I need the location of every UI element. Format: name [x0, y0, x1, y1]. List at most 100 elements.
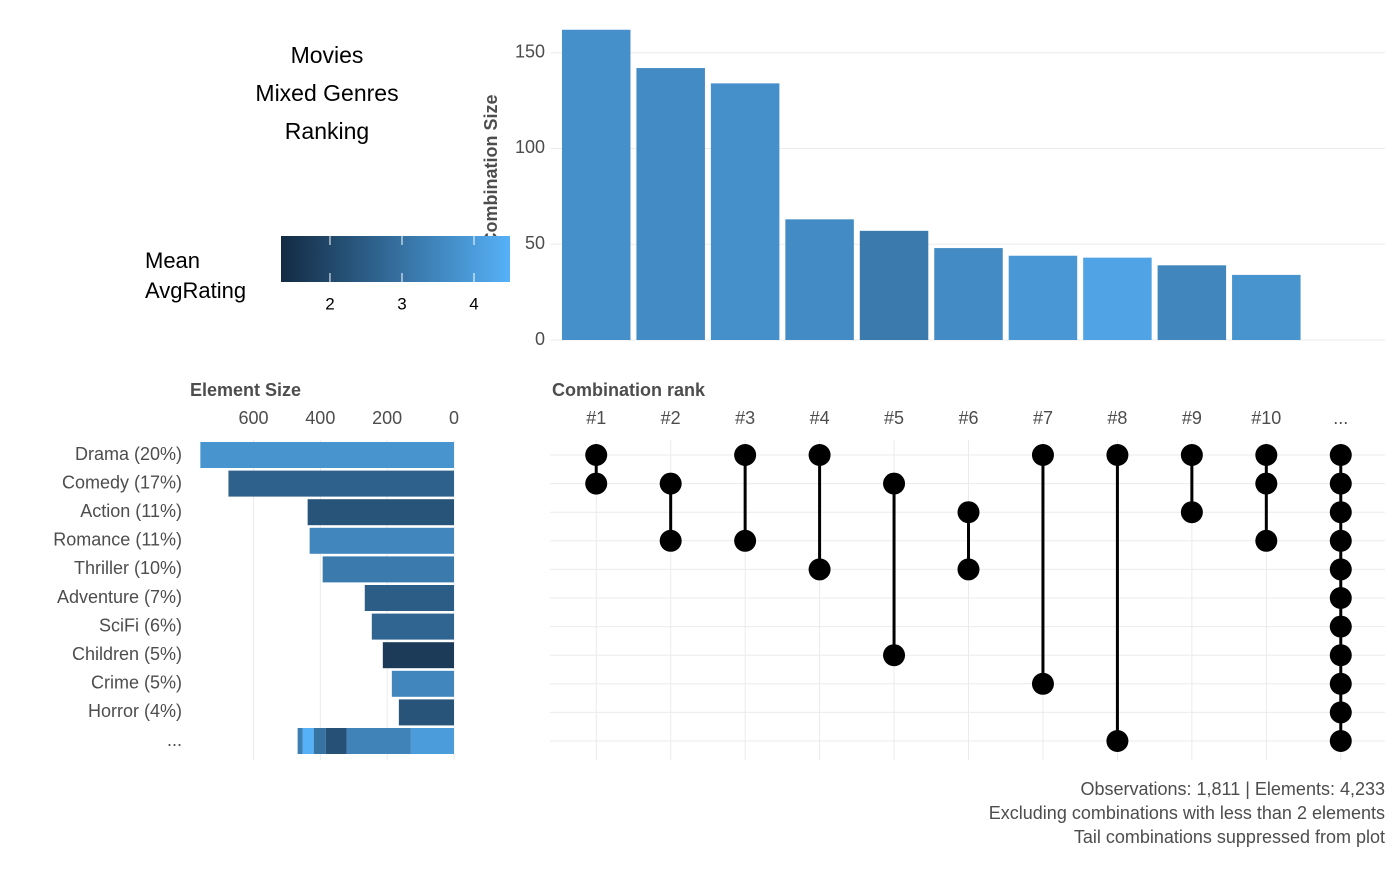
bar — [200, 442, 454, 468]
row-label: SciFi (6%) — [99, 615, 182, 635]
member-dot — [585, 444, 608, 466]
member-dot — [659, 472, 682, 495]
member-dot — [585, 472, 608, 495]
row-label: Drama (20%) — [75, 444, 182, 464]
legend-tick-label: 3 — [397, 294, 406, 313]
row-label: Adventure (7%) — [57, 587, 182, 607]
y-tick-label: 100 — [515, 137, 545, 157]
member-dot — [659, 529, 682, 552]
title-line: Mixed Genres — [255, 80, 398, 106]
x-tick-label: #9 — [1182, 408, 1202, 428]
bar — [228, 470, 454, 497]
member-dot — [1106, 444, 1129, 466]
legend-title: Mean — [145, 248, 200, 273]
member-dot — [1329, 672, 1352, 695]
y-tick-label: 50 — [525, 233, 545, 253]
x-tick-label: #6 — [958, 408, 978, 428]
title-line: Movies — [291, 42, 364, 68]
x-tick-label: #5 — [884, 408, 904, 428]
x-tick-label: ... — [1333, 408, 1348, 428]
row-label: Action (11%) — [80, 501, 182, 521]
bar — [1232, 274, 1301, 340]
bar — [1157, 265, 1227, 340]
member-dot — [1329, 615, 1352, 638]
row-label: Comedy (17%) — [62, 472, 182, 492]
member-dot — [1329, 644, 1352, 667]
title-line: Ranking — [285, 118, 369, 144]
tail-segment — [410, 728, 454, 754]
tail-segment — [325, 728, 347, 754]
bar — [710, 83, 780, 341]
tail-segment — [346, 728, 411, 754]
bar — [391, 670, 454, 697]
member-dot — [1329, 730, 1352, 752]
bar — [561, 29, 631, 341]
member-dot — [883, 472, 906, 495]
tail-segment — [302, 728, 314, 754]
caption: Observations: 1,811 | Elements: 4,233 — [1080, 779, 1385, 799]
x-tick-label: 200 — [372, 408, 402, 428]
legend-tick-label: 4 — [469, 294, 478, 313]
caption: Tail combinations suppressed from plot — [1074, 827, 1385, 847]
bar — [307, 499, 454, 526]
x-tick-label: #7 — [1033, 408, 1053, 428]
row-label: Crime (5%) — [91, 673, 182, 693]
bar — [636, 68, 705, 340]
member-dot — [734, 529, 757, 552]
row-label: Thriller (10%) — [74, 558, 182, 578]
x-tick-label: #3 — [735, 408, 755, 428]
row-label: ... — [167, 730, 182, 750]
bar — [309, 527, 454, 554]
bar — [785, 219, 854, 340]
member-dot — [1106, 730, 1129, 752]
x-tick-label: 0 — [449, 408, 459, 428]
member-dot — [957, 558, 980, 581]
member-dot — [1329, 529, 1352, 552]
bar — [1008, 255, 1078, 340]
tail-segment — [297, 728, 303, 754]
x-tick-label: 400 — [305, 408, 335, 428]
x-axis-label: Combination rank — [552, 380, 706, 400]
member-dot — [1329, 587, 1352, 609]
x-tick-label: 600 — [238, 408, 268, 428]
y-tick-label: 0 — [535, 329, 545, 349]
x-tick-label: #4 — [810, 408, 830, 428]
legend-tick-label: 2 — [325, 294, 334, 313]
x-axis-label: Element Size — [190, 380, 301, 400]
member-dot — [957, 501, 980, 524]
x-tick-label: #1 — [586, 408, 606, 428]
legend-title: AvgRating — [145, 278, 246, 303]
member-dot — [1031, 444, 1054, 466]
member-dot — [1329, 501, 1352, 524]
bar — [398, 699, 454, 726]
member-dot — [1329, 472, 1352, 495]
member-dot — [1031, 672, 1054, 695]
x-tick-label: #2 — [661, 408, 681, 428]
member-dot — [1255, 472, 1278, 495]
bar — [934, 248, 1003, 340]
row-label: Horror (4%) — [88, 701, 182, 721]
y-tick-label: 150 — [515, 41, 545, 61]
bar — [322, 556, 454, 583]
colorbar — [281, 236, 510, 282]
x-tick-label: #8 — [1107, 408, 1127, 428]
row-label: Children (5%) — [72, 644, 182, 664]
y-axis-label: Combination Size — [481, 94, 501, 245]
member-dot — [1180, 444, 1203, 466]
bar — [382, 642, 454, 669]
bar — [859, 230, 929, 340]
member-dot — [1329, 558, 1352, 581]
row-label: Romance (11%) — [53, 530, 182, 550]
bar — [371, 613, 454, 640]
member-dot — [808, 558, 831, 581]
caption: Excluding combinations with less than 2 … — [989, 803, 1385, 823]
bar — [364, 585, 454, 611]
member-dot — [1255, 444, 1278, 466]
x-tick-label: #10 — [1251, 408, 1281, 428]
member-dot — [734, 444, 757, 466]
member-dot — [1180, 501, 1203, 524]
tail-segment — [313, 728, 326, 754]
member-dot — [883, 644, 906, 667]
bar — [1083, 257, 1152, 340]
